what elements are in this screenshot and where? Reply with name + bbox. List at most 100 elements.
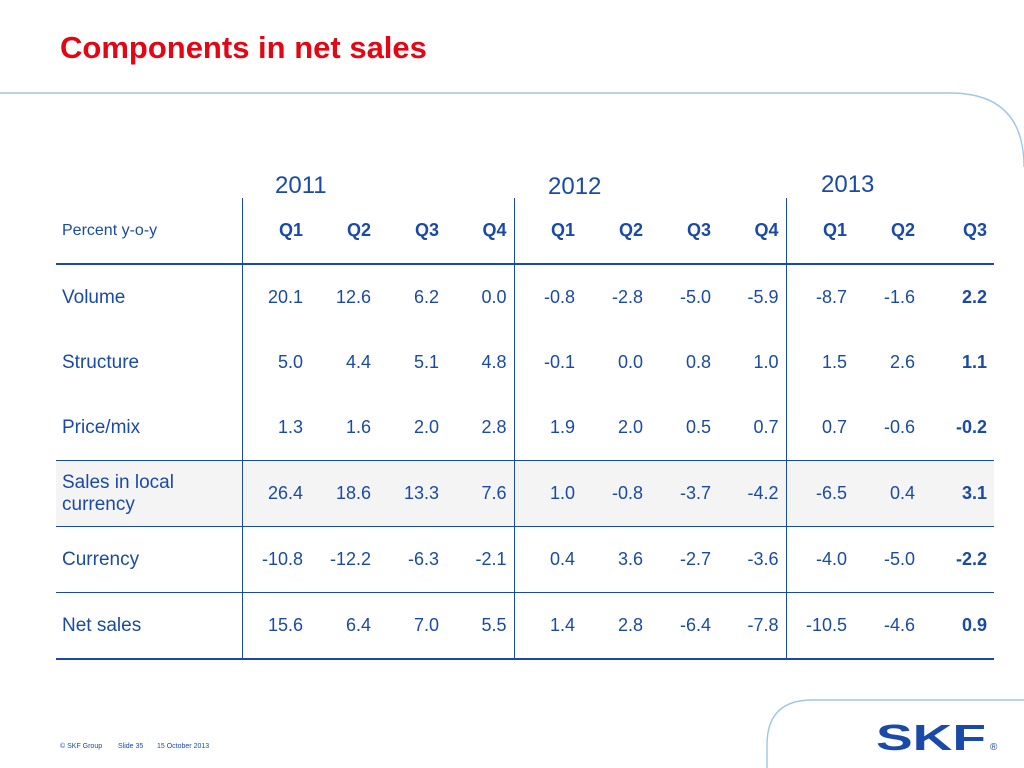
table-cell: -3.7 xyxy=(650,460,718,527)
table-cell: 2.0 xyxy=(378,395,446,461)
registered-mark: ® xyxy=(990,742,998,753)
table-row-currency: Currency -10.8 -12.2 -6.3 -2.1 0.4 3.6 -… xyxy=(56,526,994,593)
table-cell: 6.4 xyxy=(310,592,378,660)
table-cell: -0.6 xyxy=(854,395,922,461)
table-cell: 2.8 xyxy=(582,592,650,660)
table-cell: 5.1 xyxy=(413,352,439,372)
quarter-header: Q3 xyxy=(378,198,446,265)
quarter-header: Q1 xyxy=(514,198,582,265)
table-header-row: Percent y-o-y Q1 Q2 Q3 Q4 Q1 Q2 Q3 Q4 Q1… xyxy=(56,198,994,265)
table-cell: 26.4 xyxy=(242,460,310,527)
table-row-structure: Structure 5.0 4.4 5.1 4.8 -0.1 0.0 0.8 1… xyxy=(56,330,994,395)
table-row-price-mix: Price/mix 1.3 1.6 2.0 2.8 1.9 2.0 0.5 0.… xyxy=(56,395,994,461)
table-row-volume: Volume 20.1 12.6 6.2 0.0 -0.8 -2.8 -5.0 … xyxy=(56,264,994,330)
table-cell: -5.0 xyxy=(854,526,922,593)
table-cell-highlight: -0.2 xyxy=(922,395,994,461)
quarter-header: Q4 xyxy=(718,198,787,265)
table-cell: 2.8 xyxy=(446,395,515,461)
skf-logo-graphic: SKF ® xyxy=(876,717,998,758)
table-cell: -10.8 xyxy=(242,526,310,593)
table-cell: 7.0 xyxy=(378,592,446,660)
year-label-2011: 2011 xyxy=(275,172,327,199)
table-cell: -6.4 xyxy=(650,592,718,660)
table-cell: 2.6 xyxy=(889,352,915,372)
table-cell: 6.2 xyxy=(413,287,439,307)
quarter-header: Q4 xyxy=(446,198,515,265)
table-cell: -6.3 xyxy=(378,526,446,593)
table-cell: -2.1 xyxy=(446,526,515,593)
table-cell: 5.0 xyxy=(277,352,303,372)
skf-logo: SKF ® xyxy=(876,717,1002,759)
table-cell: 18.6 xyxy=(310,460,378,527)
logo-text: SKF xyxy=(876,720,986,754)
table-cell: -8.7 xyxy=(815,287,847,307)
quarter-header: Q3 xyxy=(922,198,994,265)
table-cell-highlight: -2.2 xyxy=(922,526,994,593)
table-cell: 0.4 xyxy=(514,526,582,593)
table-cell: 1.6 xyxy=(310,395,378,461)
table-cell-highlight: 3.1 xyxy=(922,460,994,527)
quarter-header: Q1 xyxy=(786,198,854,265)
table-cell: -0.1 xyxy=(543,352,575,372)
sales-components-table: Percent y-o-y Q1 Q2 Q3 Q4 Q1 Q2 Q3 Q4 Q1… xyxy=(56,198,994,660)
footer-slide-number: Slide 35 xyxy=(118,743,144,750)
table-cell: -10.5 xyxy=(786,592,854,660)
table-cell: 5.5 xyxy=(446,592,515,660)
footer-copyright: © SKF Group xyxy=(60,743,103,750)
slide-title: Components in net sales xyxy=(60,30,427,65)
table-cell: 15.6 xyxy=(242,592,310,660)
row-label: Sales in local currency xyxy=(56,460,243,527)
table-cell: 3.6 xyxy=(582,526,650,593)
row-label: Net sales xyxy=(56,592,243,660)
table-cell-highlight: 2.2 xyxy=(961,287,987,307)
table-row-sales-local-currency: Sales in local currency 26.4 18.6 13.3 7… xyxy=(56,460,994,527)
header-label: Percent y-o-y xyxy=(56,198,243,265)
table-cell: 0.7 xyxy=(786,395,854,461)
table-cell: 1.3 xyxy=(242,395,310,461)
table-cell: -12.2 xyxy=(310,526,378,593)
table-cell: -4.2 xyxy=(718,460,787,527)
table-cell: 13.3 xyxy=(378,460,446,527)
bottom-curve-line xyxy=(766,699,1024,768)
table-cell: 7.6 xyxy=(446,460,515,527)
table-cell: -6.5 xyxy=(786,460,854,527)
row-label: Volume xyxy=(56,264,243,330)
quarter-header: Q1 xyxy=(242,198,310,265)
table-cell: 4.4 xyxy=(345,352,371,372)
year-label-2013: 2013 xyxy=(821,171,875,198)
table-cell: 1.4 xyxy=(514,592,582,660)
table-cell: -0.8 xyxy=(582,460,650,527)
quarter-header: Q2 xyxy=(310,198,378,265)
table-cell: -2.7 xyxy=(650,526,718,593)
table-cell: -7.8 xyxy=(718,592,787,660)
table-cell: 20.1 xyxy=(267,287,303,307)
table-row-net-sales: Net sales 15.6 6.4 7.0 5.5 1.4 2.8 -6.4 … xyxy=(56,592,994,660)
quarter-header: Q2 xyxy=(582,198,650,265)
table-cell: 0.5 xyxy=(650,395,718,461)
table-cell: 0.7 xyxy=(718,395,787,461)
table-cell: -1.6 xyxy=(883,287,915,307)
table-cell: 0.0 xyxy=(446,264,515,330)
table-cell: 4.8 xyxy=(446,330,515,395)
table-cell: 0.8 xyxy=(685,352,711,372)
table-cell: 1.0 xyxy=(718,330,787,395)
table-cell: -4.6 xyxy=(854,592,922,660)
table-cell: -5.9 xyxy=(718,264,787,330)
table-cell: 0.0 xyxy=(617,352,643,372)
table-cell: 12.6 xyxy=(335,287,371,307)
table-cell: -3.6 xyxy=(718,526,787,593)
table-cell: 1.0 xyxy=(514,460,582,527)
table-cell-highlight: 1.1 xyxy=(961,352,987,372)
top-curve-line xyxy=(0,92,1024,168)
quarter-header: Q3 xyxy=(650,198,718,265)
row-label: Structure xyxy=(56,330,243,395)
table-cell: -2.8 xyxy=(611,287,643,307)
table-cell-highlight: 0.9 xyxy=(922,592,994,660)
table-cell: 2.0 xyxy=(582,395,650,461)
quarter-header: Q2 xyxy=(854,198,922,265)
table-cell: 1.9 xyxy=(514,395,582,461)
table-cell: 0.4 xyxy=(854,460,922,527)
table-cell: -0.8 xyxy=(543,287,575,307)
table-cell: -4.0 xyxy=(786,526,854,593)
